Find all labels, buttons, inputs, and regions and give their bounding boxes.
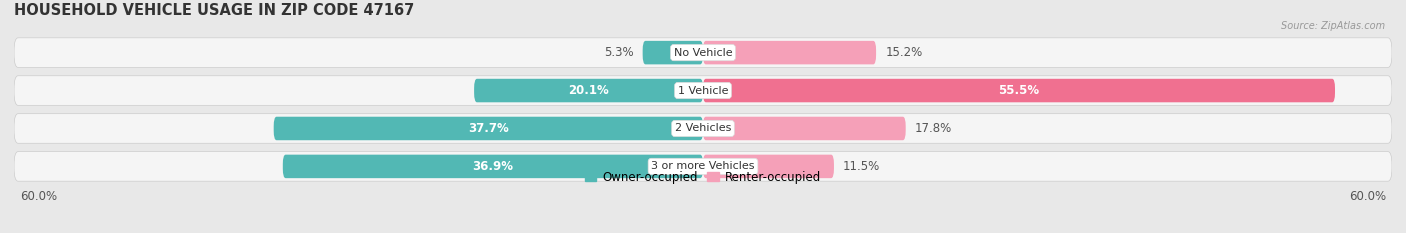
Text: No Vehicle: No Vehicle [673,48,733,58]
Text: 36.9%: 36.9% [472,160,513,173]
Text: 2 Vehicles: 2 Vehicles [675,123,731,134]
FancyBboxPatch shape [14,76,1392,105]
FancyBboxPatch shape [14,152,1392,181]
FancyBboxPatch shape [703,155,834,178]
Text: 11.5%: 11.5% [844,160,880,173]
FancyBboxPatch shape [703,79,1336,102]
Text: Source: ZipAtlas.com: Source: ZipAtlas.com [1281,21,1385,31]
Legend: Owner-occupied, Renter-occupied: Owner-occupied, Renter-occupied [579,166,827,188]
FancyBboxPatch shape [474,79,703,102]
Text: 1 Vehicle: 1 Vehicle [678,86,728,96]
FancyBboxPatch shape [703,41,876,64]
FancyBboxPatch shape [274,117,703,140]
Text: 37.7%: 37.7% [468,122,509,135]
Text: 5.3%: 5.3% [605,46,634,59]
FancyBboxPatch shape [643,41,703,64]
Text: 3 or more Vehicles: 3 or more Vehicles [651,161,755,171]
Text: 55.5%: 55.5% [998,84,1039,97]
Text: HOUSEHOLD VEHICLE USAGE IN ZIP CODE 47167: HOUSEHOLD VEHICLE USAGE IN ZIP CODE 4716… [14,3,415,18]
Text: 60.0%: 60.0% [1350,190,1386,203]
FancyBboxPatch shape [283,155,703,178]
FancyBboxPatch shape [14,114,1392,143]
Text: 20.1%: 20.1% [568,84,609,97]
Text: 60.0%: 60.0% [20,190,56,203]
Text: 17.8%: 17.8% [915,122,952,135]
FancyBboxPatch shape [14,38,1392,67]
Text: 15.2%: 15.2% [886,46,922,59]
FancyBboxPatch shape [703,117,905,140]
